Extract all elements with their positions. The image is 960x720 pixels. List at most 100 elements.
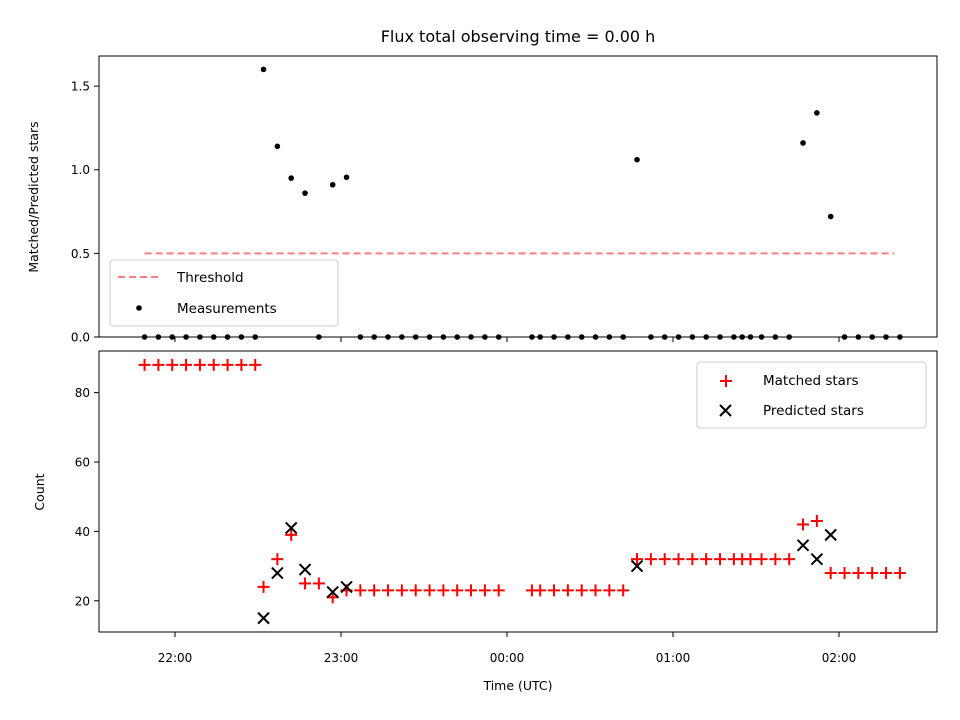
matched-star-point bbox=[893, 567, 906, 580]
top-panel: 0.0 0.5 1.0 1.5 Matched/Predicted stars Thr… bbox=[26, 55, 938, 345]
matched-star-point bbox=[617, 584, 630, 597]
measurement-point bbox=[634, 156, 640, 163]
top-legend-box bbox=[109, 259, 339, 327]
matched-star-point bbox=[575, 584, 588, 597]
matched-star-point bbox=[221, 358, 234, 371]
top-y-tick-label: 0.5 bbox=[71, 247, 90, 261]
matched-star-point bbox=[548, 584, 561, 597]
matched-star-point bbox=[138, 358, 151, 371]
bottom-x-tick-label: 23:00 bbox=[324, 651, 359, 665]
bottom-x-tick-label: 01:00 bbox=[656, 651, 691, 665]
threshold-legend-label: Threshold bbox=[176, 270, 244, 286]
top-axes-frame bbox=[98, 55, 938, 338]
matched-star-point bbox=[686, 553, 699, 566]
matched-star-point bbox=[285, 528, 298, 541]
top-y-tick-label: 0.0 bbox=[71, 331, 90, 345]
bottom-x-tick-label: 02:00 bbox=[822, 651, 857, 665]
matched-legend-swatch bbox=[720, 375, 732, 387]
predicted-star-point bbox=[257, 611, 270, 625]
predicted-star-point bbox=[326, 585, 339, 599]
matched-star-point bbox=[437, 584, 450, 597]
matched-star-point bbox=[409, 584, 422, 597]
bottom-axes-frame bbox=[98, 350, 938, 633]
bottom-legend: Matched stars Predicted stars bbox=[696, 361, 927, 429]
matched-star-point bbox=[312, 577, 325, 590]
top-y-axis-title: Matched/Predicted stars bbox=[26, 121, 41, 272]
matched-star-point bbox=[783, 553, 796, 566]
bottom-x-tick-label: 00:00 bbox=[490, 651, 525, 665]
matched-star-point bbox=[166, 358, 179, 371]
matched-star-point bbox=[810, 514, 823, 527]
matched-star-point bbox=[249, 358, 262, 371]
predicted-star-point bbox=[810, 552, 824, 566]
bottom-y-tick-label: 40 bbox=[75, 525, 90, 539]
matched-star-point bbox=[631, 553, 644, 566]
bottom-y-tick-label: 80 bbox=[75, 386, 90, 400]
bottom-y-tick-label: 60 bbox=[75, 456, 90, 470]
matched-star-point bbox=[152, 358, 165, 371]
matched-star-point bbox=[589, 584, 602, 597]
top-x-ticks bbox=[174, 337, 840, 342]
matched-star-point bbox=[207, 358, 220, 371]
matched-star-point bbox=[465, 584, 478, 597]
matched-star-point bbox=[852, 567, 865, 580]
matched-star-point bbox=[714, 553, 727, 566]
matched-star-point bbox=[880, 567, 893, 580]
predicted-star-point bbox=[271, 566, 284, 580]
bottom-x-ticks: 22:00 23:00 00:00 01:00 02:00 bbox=[158, 632, 857, 665]
measurement-point bbox=[329, 181, 336, 188]
bottom-x-axis-title: Time (UTC) bbox=[482, 678, 552, 693]
predicted-star-point bbox=[284, 521, 298, 535]
measurement-point bbox=[288, 175, 295, 181]
matched-legend-label: Matched stars bbox=[763, 373, 859, 389]
measurement-point bbox=[827, 213, 834, 220]
predicted-legend-swatch bbox=[719, 404, 732, 417]
bottom-marks bbox=[138, 358, 906, 625]
matched-star-point bbox=[658, 553, 671, 566]
measurements-legend-swatch bbox=[136, 305, 142, 311]
matched-star-point bbox=[235, 358, 248, 371]
measurement-point bbox=[260, 66, 267, 73]
predicted-star-point bbox=[824, 528, 837, 542]
matched-star-point bbox=[672, 553, 685, 566]
matched-star-point bbox=[423, 584, 436, 597]
top-y-tick-label: 1.0 bbox=[71, 163, 90, 177]
matched-star-point bbox=[354, 584, 367, 597]
matched-star-point bbox=[382, 584, 395, 597]
measurement-point bbox=[302, 190, 308, 196]
figure-title: Flux total observing time = 0.00 h bbox=[381, 27, 656, 46]
bottom-legend-box bbox=[696, 361, 927, 429]
matched-star-point bbox=[824, 567, 837, 580]
matched-star-point bbox=[451, 584, 464, 597]
matched-star-point bbox=[395, 584, 408, 597]
predicted-star-point bbox=[796, 539, 810, 552]
matched-star-point bbox=[644, 553, 657, 566]
matched-star-point bbox=[797, 518, 810, 531]
matched-star-point bbox=[769, 553, 782, 566]
measurement-point bbox=[274, 143, 281, 150]
bottom-y-tick-label: 20 bbox=[75, 594, 90, 608]
matched-star-point bbox=[755, 553, 768, 566]
matched-star-point bbox=[492, 584, 505, 597]
predicted-star-point bbox=[630, 559, 644, 573]
matched-star-point bbox=[603, 584, 616, 597]
measurement-point bbox=[814, 110, 820, 116]
matched-star-point bbox=[534, 584, 547, 597]
matched-star-point bbox=[700, 553, 713, 566]
matched-star-point bbox=[180, 358, 193, 371]
predicted-star-point bbox=[340, 580, 353, 594]
matched-star-point bbox=[368, 584, 381, 597]
matched-star-point bbox=[193, 358, 206, 371]
bottom-x-tick-label: 22:00 bbox=[158, 651, 193, 665]
matched-star-point bbox=[744, 553, 757, 566]
matched-star-point bbox=[838, 567, 851, 580]
matched-star-point bbox=[478, 584, 491, 597]
measurement-point bbox=[800, 140, 806, 146]
top-y-ticks: 0.0 0.5 1.0 1.5 bbox=[71, 80, 99, 345]
bottom-y-ticks: 20 40 60 80 bbox=[75, 386, 99, 608]
measurement-point bbox=[343, 174, 350, 181]
top-legend: Threshold Measurements bbox=[109, 259, 339, 327]
matched-star-point bbox=[271, 553, 284, 566]
